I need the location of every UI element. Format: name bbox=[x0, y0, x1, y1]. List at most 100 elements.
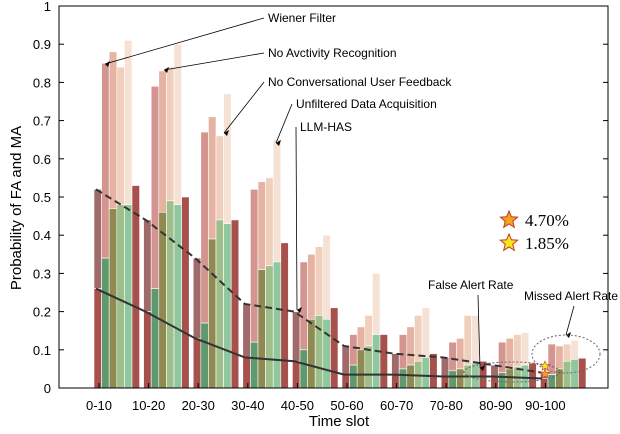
bar-false-2-2 bbox=[208, 238, 217, 389]
annotation-6: Missed Alert Rate bbox=[524, 289, 618, 303]
x-axis-label: Time slot bbox=[309, 413, 370, 430]
bar-missed-4-6 bbox=[421, 307, 430, 358]
bar-missed-1-9 bbox=[547, 343, 556, 375]
bar-missed-3-6 bbox=[414, 315, 423, 362]
annotation-arrow-2 bbox=[223, 81, 265, 134]
annotation-3: Unfiltered Data Acquisition bbox=[296, 97, 437, 111]
bar-false-3-1 bbox=[166, 200, 175, 389]
bar-missed-3-1 bbox=[166, 66, 175, 202]
bar-false-5-3 bbox=[280, 242, 289, 389]
bar-missed-0-2 bbox=[192, 257, 202, 339]
bar-false-5-2 bbox=[230, 219, 240, 389]
annotation-1: No Avctivity Recognition bbox=[268, 46, 397, 60]
y-tick-label-9: 0.9 bbox=[33, 37, 51, 52]
bar-missed-1-5 bbox=[349, 334, 358, 366]
bar-false-2-9 bbox=[555, 368, 564, 389]
bar-false-4-6 bbox=[421, 357, 430, 389]
y-tick-label-4: 0.4 bbox=[33, 228, 51, 243]
bar-missed-2-0 bbox=[108, 51, 118, 209]
bar-missed-0-0 bbox=[93, 189, 102, 289]
y-tick-label-6: 0.6 bbox=[33, 152, 51, 167]
bar-missed-4-9 bbox=[570, 339, 579, 360]
annotations-group: Wiener Filter No Avctivity Recognition No … bbox=[104, 11, 618, 383]
y-axis-label: Probability of FA and MA bbox=[8, 126, 25, 290]
axes-group: 0 0.1 0.2 0.3 0.4 0.5 0.6 0.7 0.8 0.9 1 0-10 10-20 20… bbox=[33, 0, 609, 413]
bar-false-1-9 bbox=[547, 374, 556, 389]
bar-missed-0-5 bbox=[341, 345, 350, 375]
bar-missed-2-4 bbox=[307, 254, 316, 320]
bar-false-3-9 bbox=[562, 360, 572, 389]
bar-missed-0-6 bbox=[391, 353, 400, 375]
bar-missed-4-5 bbox=[372, 273, 381, 335]
bar-false-1-6 bbox=[398, 368, 408, 389]
bar-false-2-8 bbox=[505, 368, 514, 389]
missed-alert-ellipse bbox=[531, 334, 601, 374]
bar-missed-3-3 bbox=[265, 177, 274, 267]
bar-false-2-5 bbox=[356, 349, 366, 389]
bar-false-3-2 bbox=[215, 219, 224, 389]
annotation-arrowhead-3 bbox=[276, 140, 281, 146]
bar-missed-2-5 bbox=[356, 326, 366, 351]
bar-false-5-1 bbox=[181, 196, 190, 389]
y-tick-label-5: 0.5 bbox=[33, 190, 51, 205]
bar-missed-2-3 bbox=[257, 181, 266, 270]
bar-false-3-0 bbox=[116, 204, 125, 389]
bar-missed-1-4 bbox=[299, 261, 308, 351]
y-tick-label-7: 0.7 bbox=[33, 114, 51, 129]
bar-false-1-4 bbox=[299, 349, 308, 389]
annotation-arrow-5 bbox=[477, 294, 481, 369]
bar-false-0-0 bbox=[93, 288, 102, 389]
bar-false-0-5 bbox=[341, 374, 350, 389]
bar-false-0-1 bbox=[143, 311, 152, 389]
bar-missed-4-3 bbox=[272, 139, 282, 263]
bar-false-1-3 bbox=[250, 341, 259, 389]
bar-false-0-8 bbox=[490, 376, 499, 389]
bar-missed-2-8 bbox=[505, 338, 514, 370]
bar-missed-2-2 bbox=[208, 116, 217, 240]
false-alert-ellipse bbox=[463, 361, 561, 383]
bar-false-1-7 bbox=[448, 370, 457, 389]
star-icon-1 bbox=[499, 232, 519, 252]
bar-false-1-2 bbox=[200, 322, 209, 389]
bar-missed-0-1 bbox=[143, 219, 152, 312]
bar-missed-4-7 bbox=[471, 315, 480, 364]
y-tick-label-1: 0.1 bbox=[33, 343, 51, 358]
bar-false-2-6 bbox=[406, 364, 415, 389]
bar-missed-3-2 bbox=[215, 135, 224, 221]
bar-false-0-3 bbox=[242, 357, 251, 389]
bar-false-4-5 bbox=[372, 334, 381, 389]
bar-missed-4-2 bbox=[223, 93, 232, 225]
bar-false-4-1 bbox=[173, 204, 182, 389]
line-1 bbox=[95, 287, 543, 380]
x-tick-label-5: 50-60 bbox=[330, 398, 363, 413]
x-tick-label-3: 30-40 bbox=[231, 398, 264, 413]
x-tick-label-8: 80-90 bbox=[479, 398, 512, 413]
bar-false-5-5 bbox=[379, 334, 388, 389]
bar-false-4-9 bbox=[570, 359, 579, 389]
annotation-arrow-1 bbox=[163, 52, 265, 71]
star-icon-0 bbox=[499, 209, 519, 229]
bar-missed-3-9 bbox=[562, 343, 572, 362]
annotation-arrowhead-4 bbox=[297, 307, 302, 313]
bar-missed-2-1 bbox=[158, 70, 167, 213]
annotation-4: LLM-HAS bbox=[300, 120, 352, 134]
x-tick-label-4: 40-50 bbox=[281, 398, 314, 413]
y-tick-label-10: 1 bbox=[44, 0, 51, 14]
bar-false-5-7 bbox=[478, 360, 488, 389]
bar-missed-0-4 bbox=[292, 311, 301, 362]
star-label-1: 1.85% bbox=[525, 234, 569, 253]
bar-missed-1-7 bbox=[448, 341, 457, 372]
bar-false-4-8 bbox=[520, 364, 530, 389]
bar-false-1-8 bbox=[498, 372, 507, 389]
x-tick-label-2: 20-30 bbox=[182, 398, 215, 413]
bar-missed-0-7 bbox=[440, 357, 450, 377]
bar-missed-3-0 bbox=[116, 66, 125, 205]
bar-false-0-6 bbox=[391, 374, 400, 389]
bar-false-4-3 bbox=[272, 261, 282, 389]
bar-false-5-6 bbox=[429, 353, 438, 389]
bar-missed-1-2 bbox=[200, 131, 209, 324]
bar-false-2-3 bbox=[257, 269, 266, 389]
bar-missed-2-9 bbox=[555, 345, 564, 370]
bar-false-5-9 bbox=[578, 357, 587, 389]
